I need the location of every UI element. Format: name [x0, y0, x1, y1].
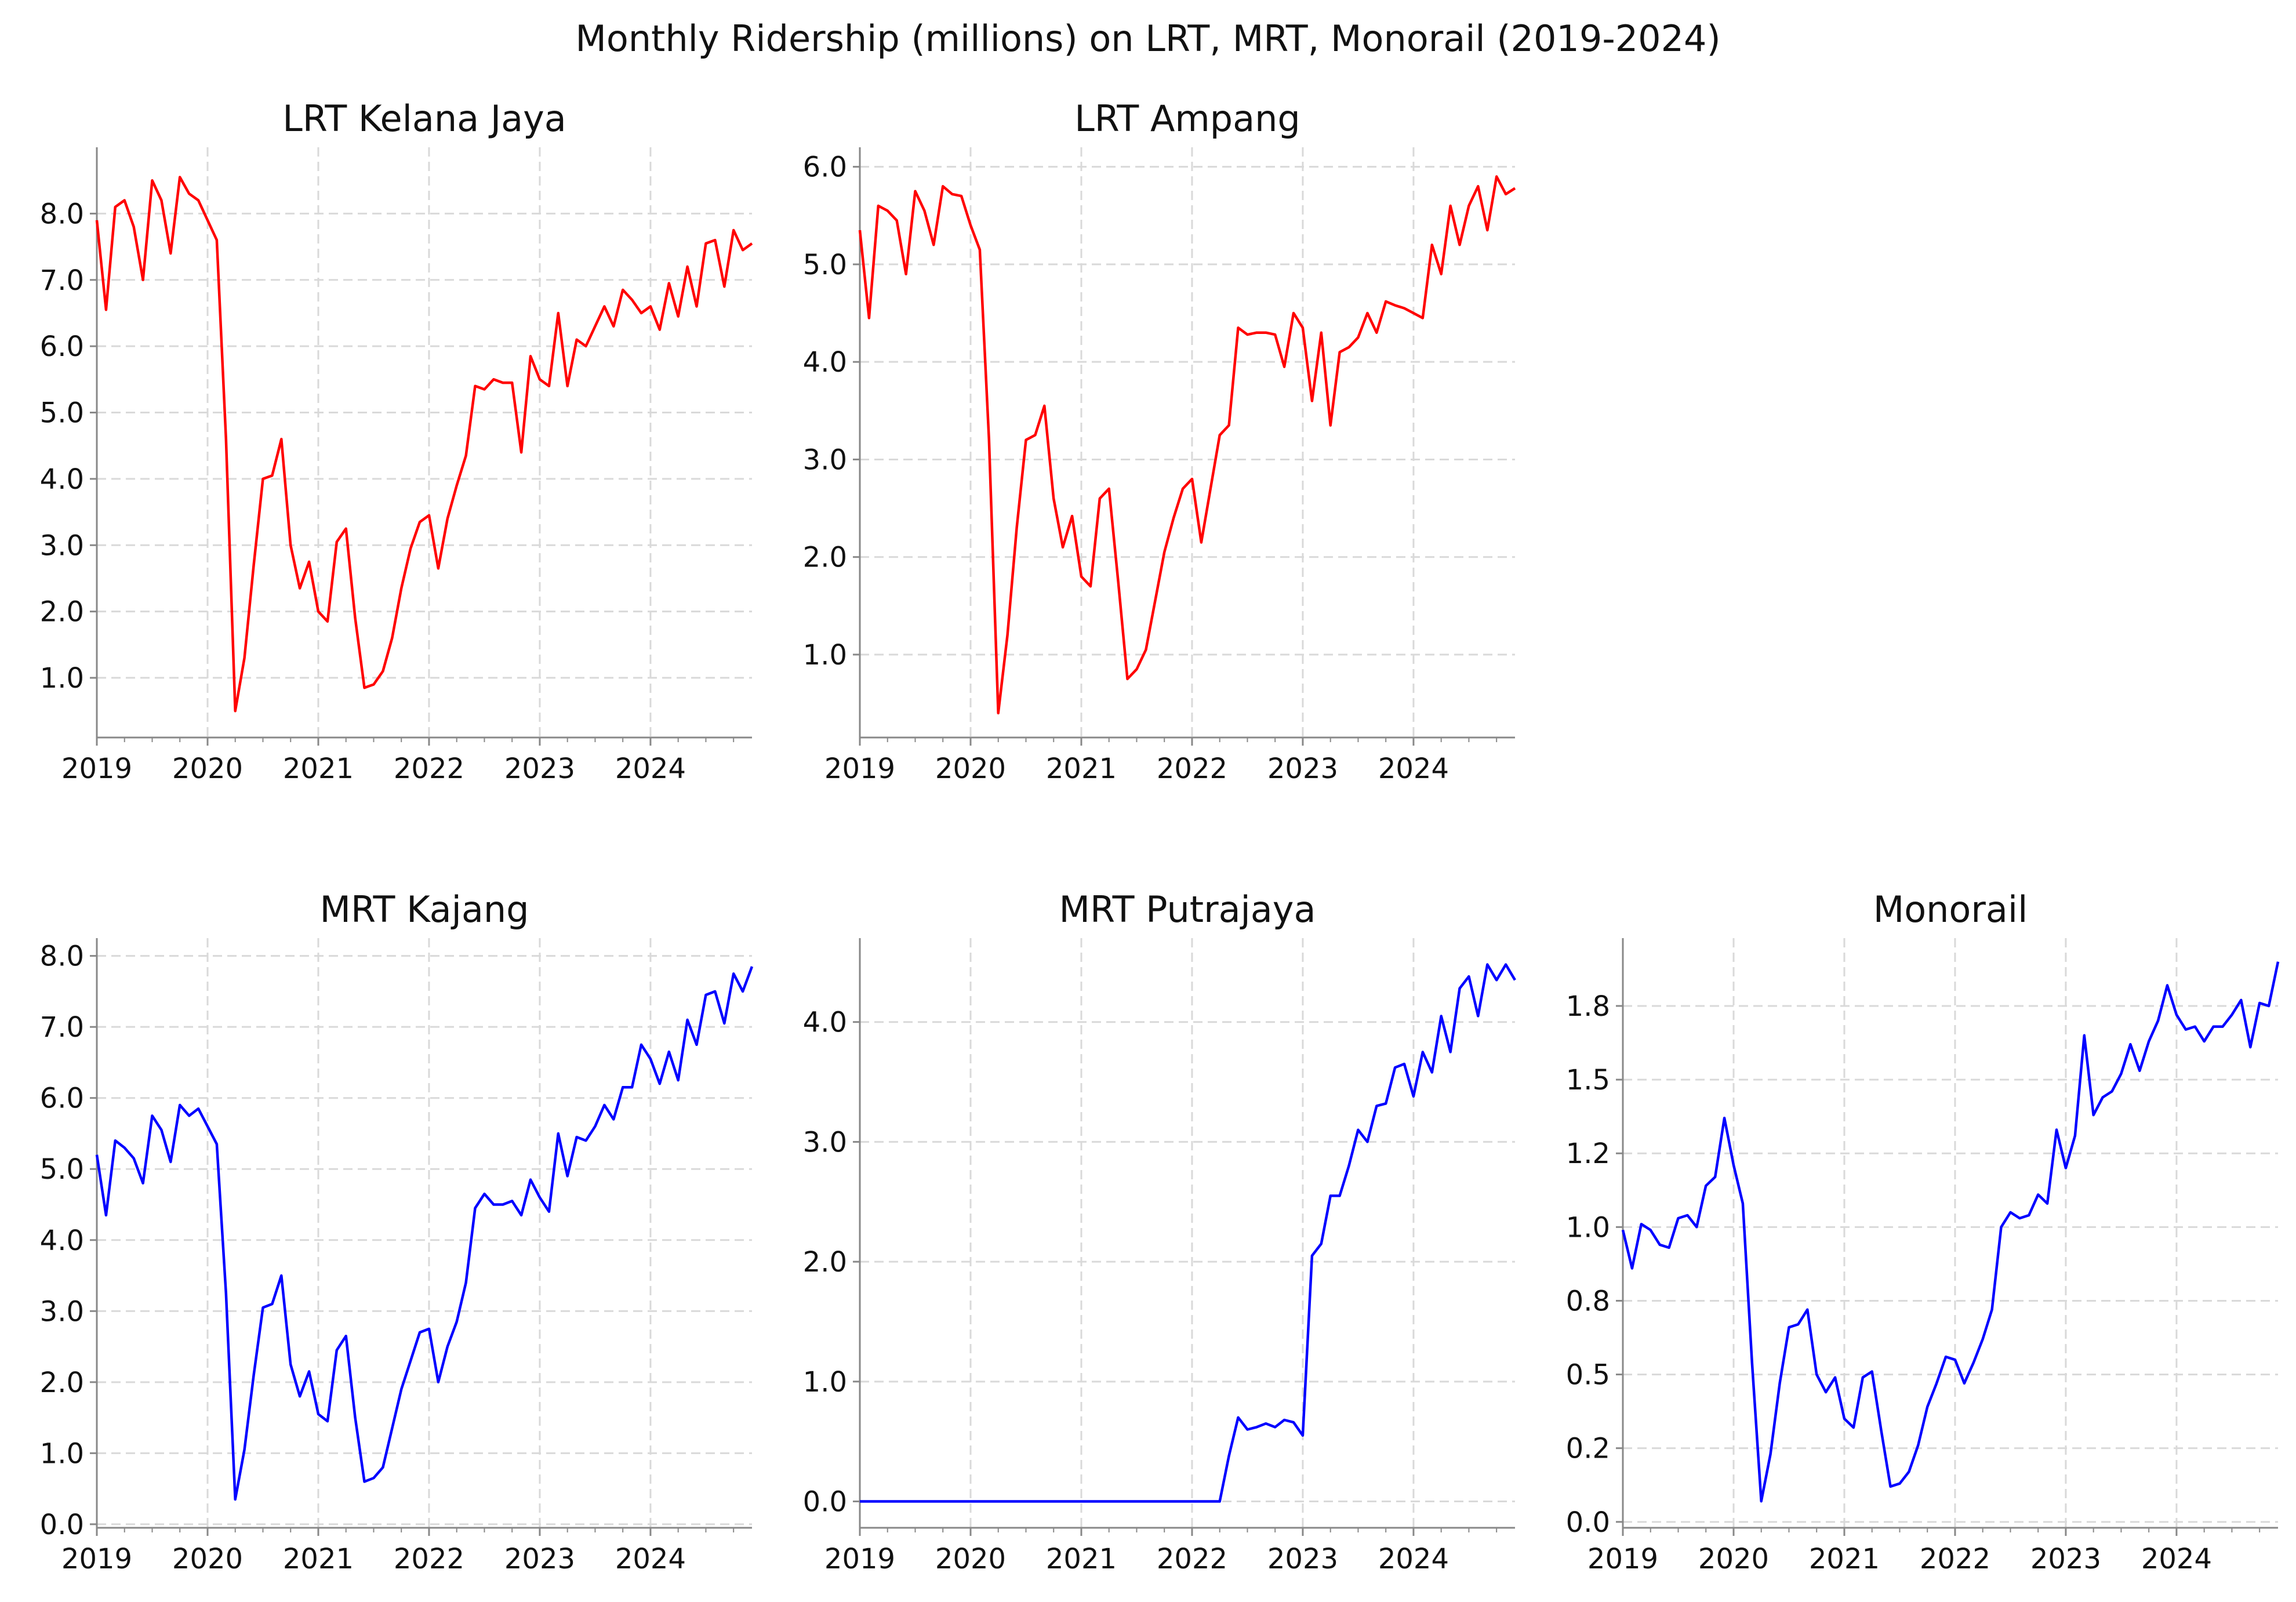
y-tick-label: 3.0	[803, 1126, 847, 1158]
x-tick-label: 2022	[1920, 1543, 1990, 1575]
subplot-lrt-ampang: LRT Ampang 1.0 2.0 3.0 4.0 5.0 6.0 2019 2020 2021…	[803, 97, 1516, 785]
x-tick-label: 2021	[1809, 1543, 1880, 1575]
x-tick-label: 2023	[504, 1543, 575, 1575]
y-tick-label: 1.8	[1566, 990, 1610, 1023]
y-tick-label: 1.2	[1566, 1138, 1610, 1170]
x-tick-label: 2020	[172, 753, 243, 785]
x-tick-label: 2023	[504, 753, 575, 785]
y-tick-label: 0.0	[803, 1486, 847, 1519]
y-tick-label: 1.0	[803, 1366, 847, 1398]
y-tick-label: 0.0	[1566, 1506, 1610, 1539]
subplot-monorail: Monorail 0.0 0.2 0.5 0.8 1.0 1.2 1.5 1.8 2019 2020…	[1566, 888, 2280, 1575]
x-tick-label: 2024	[615, 753, 686, 785]
x-tick-label: 2021	[283, 753, 354, 785]
x-tick-label: 2019	[1587, 1543, 1658, 1575]
x-tick-label: 2024	[1378, 1543, 1449, 1575]
series-line	[95, 176, 753, 713]
x-tick-label: 2021	[1046, 1543, 1117, 1575]
series-line	[95, 966, 754, 1501]
x-tick-label: 2024	[2141, 1543, 2212, 1575]
y-tick-label: 0.8	[1566, 1285, 1610, 1317]
x-tick-label: 2023	[1267, 753, 1338, 785]
y-tick-label: 4.0	[803, 346, 847, 379]
figure-title: Monthly Ridership (millions) on LRT, MRT…	[575, 17, 1721, 60]
y-tick-label: 5.0	[40, 1153, 84, 1186]
x-tick-label: 2020	[172, 1543, 243, 1575]
y-tick-label: 2.0	[40, 1367, 84, 1399]
y-tick-label: 4.0	[803, 1007, 847, 1039]
x-tick-label: 2024	[615, 1543, 686, 1575]
x-tick-label: 2019	[824, 1543, 895, 1575]
x-tick-label: 2022	[394, 1543, 464, 1575]
y-tick-label: 1.0	[40, 662, 84, 695]
y-tick-label: 0.0	[40, 1509, 84, 1541]
y-tick-label: 3.0	[40, 529, 84, 562]
subplot-title: LRT Ampang	[1074, 97, 1300, 140]
y-tick-label: 4.0	[40, 1225, 84, 1257]
subplot-title: LRT Kelana Jaya	[282, 97, 566, 140]
x-tick-label: 2021	[283, 1543, 354, 1575]
y-tick-label: 5.0	[40, 397, 84, 430]
x-tick-label: 2019	[61, 1543, 132, 1575]
subplot-mrt-putrajaya: MRT Putrajaya 0.0 1.0 2.0 3.0 4.0 2019 2020 2021…	[803, 888, 1516, 1575]
y-tick-label: 2.0	[803, 542, 847, 574]
y-tick-label: 1.0	[40, 1437, 84, 1470]
series-line	[858, 175, 1516, 715]
subplot-title: Monorail	[1873, 888, 2028, 931]
y-tick-label: 7.0	[40, 264, 84, 297]
subplot-mrt-kajang: MRT Kajang 0.0 1.0 2.0 3.0 4.0 5.0 6.0 7.0 8.0 201…	[40, 888, 754, 1575]
y-tick-label: 1.0	[1566, 1211, 1610, 1244]
x-tick-label: 2021	[1046, 753, 1117, 785]
x-tick-label: 2022	[1157, 753, 1227, 785]
series-line	[1621, 961, 2280, 1503]
y-tick-label: 2.0	[40, 596, 84, 629]
x-tick-label: 2020	[935, 753, 1006, 785]
x-tick-label: 2022	[394, 753, 464, 785]
y-tick-label: 4.0	[40, 463, 84, 496]
x-tick-label: 2024	[1378, 753, 1449, 785]
y-tick-label: 3.0	[40, 1295, 84, 1328]
subplot-title: MRT Putrajaya	[1059, 888, 1316, 931]
y-tick-label: 1.5	[1566, 1064, 1610, 1096]
y-tick-label: 5.0	[803, 249, 847, 281]
x-tick-label: 2023	[2030, 1543, 2101, 1575]
y-tick-label: 6.0	[40, 1082, 84, 1115]
y-tick-label: 7.0	[40, 1011, 84, 1044]
x-tick-label: 2020	[1698, 1543, 1769, 1575]
x-tick-label: 2020	[935, 1543, 1006, 1575]
y-tick-label: 0.2	[1566, 1433, 1610, 1465]
x-tick-label: 2019	[61, 753, 132, 785]
y-tick-label: 8.0	[40, 198, 84, 230]
series-line	[860, 963, 1516, 1503]
y-tick-label: 0.5	[1566, 1359, 1610, 1392]
x-tick-label: 2022	[1157, 1543, 1227, 1575]
y-tick-label: 1.0	[803, 639, 847, 671]
y-tick-label: 8.0	[40, 940, 84, 973]
y-tick-label: 6.0	[803, 151, 847, 184]
y-tick-label: 6.0	[40, 330, 84, 363]
x-tick-label: 2019	[824, 753, 895, 785]
y-tick-label: 3.0	[803, 444, 847, 476]
subplot-lrt-kelana-jaya: LRT Kelana Jaya 1.0 2.0 3.0 4.0 5.0 6.0 7.0 8.0 2…	[40, 97, 753, 785]
subplot-title: MRT Kajang	[319, 888, 529, 931]
x-tick-label: 2023	[1267, 1543, 1338, 1575]
y-tick-label: 2.0	[803, 1246, 847, 1278]
